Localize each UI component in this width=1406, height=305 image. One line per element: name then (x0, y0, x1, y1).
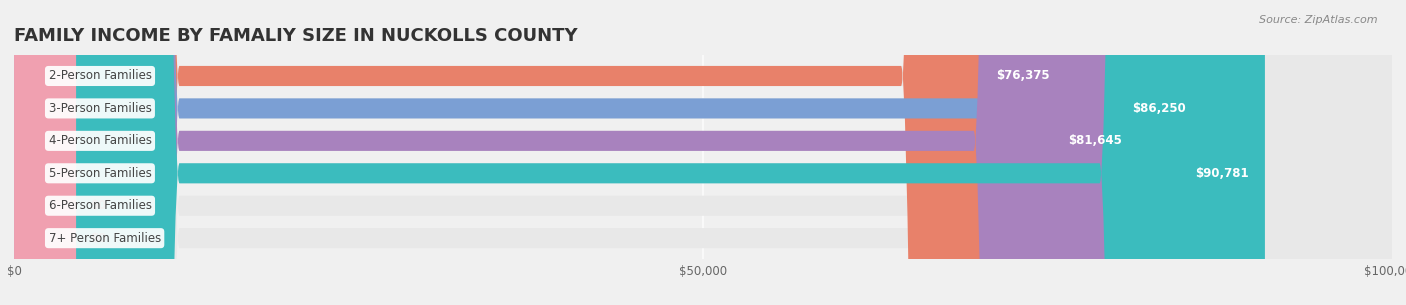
Text: $86,250: $86,250 (1132, 102, 1185, 115)
FancyBboxPatch shape (14, 0, 1202, 305)
FancyBboxPatch shape (14, 0, 1392, 305)
Text: 7+ Person Families: 7+ Person Families (48, 232, 160, 245)
Text: 5-Person Families: 5-Person Families (48, 167, 152, 180)
FancyBboxPatch shape (14, 0, 1392, 305)
FancyBboxPatch shape (14, 0, 1392, 305)
Text: 3-Person Families: 3-Person Families (48, 102, 152, 115)
FancyBboxPatch shape (14, 0, 1392, 305)
Text: $81,645: $81,645 (1069, 135, 1122, 147)
Text: 6-Person Families: 6-Person Families (48, 199, 152, 212)
Text: FAMILY INCOME BY FAMALIY SIZE IN NUCKOLLS COUNTY: FAMILY INCOME BY FAMALIY SIZE IN NUCKOLL… (14, 27, 578, 45)
FancyBboxPatch shape (14, 0, 1139, 305)
FancyBboxPatch shape (14, 0, 1392, 305)
Text: $76,375: $76,375 (997, 70, 1050, 82)
Text: $0: $0 (90, 199, 105, 212)
FancyBboxPatch shape (14, 0, 76, 305)
Text: $0: $0 (90, 232, 105, 245)
FancyBboxPatch shape (14, 0, 1392, 305)
Text: 2-Person Families: 2-Person Families (48, 70, 152, 82)
FancyBboxPatch shape (14, 0, 76, 305)
Text: 4-Person Families: 4-Person Families (48, 135, 152, 147)
Text: Source: ZipAtlas.com: Source: ZipAtlas.com (1260, 15, 1378, 25)
FancyBboxPatch shape (14, 0, 1066, 305)
Text: $90,781: $90,781 (1195, 167, 1249, 180)
FancyBboxPatch shape (14, 0, 1265, 305)
